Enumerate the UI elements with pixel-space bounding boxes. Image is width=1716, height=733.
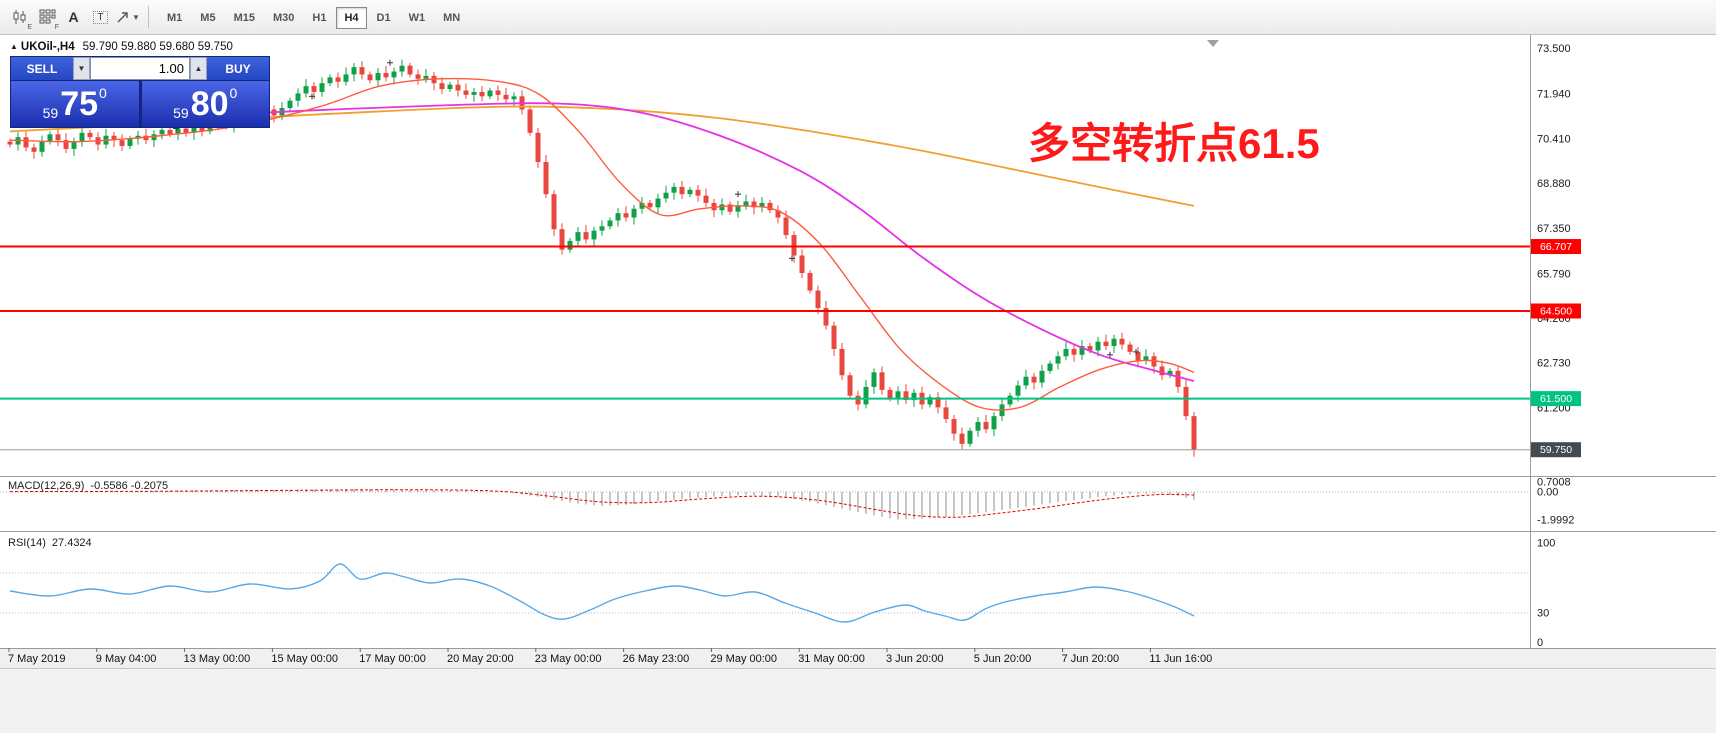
svg-text:3 Jun 20:00: 3 Jun 20:00 (886, 653, 944, 665)
sell-price-button[interactable]: 59 75 0 (11, 81, 139, 127)
buy-price-point: 0 (229, 85, 238, 101)
text-label-icon[interactable]: A (68, 9, 79, 25)
one-click-trading-panel: SELL ▼ ▲ BUY 59 75 0 59 80 0 (10, 56, 270, 128)
icon-subscript-f: F (54, 23, 59, 31)
svg-text:0.00: 0.00 (1537, 487, 1558, 499)
rsi-value: 27.4324 (51, 537, 92, 549)
axes-layer[interactable]: 73.50071.94070.41068.88067.35065.79064.2… (0, 35, 1716, 669)
svg-text:17 May 00:00: 17 May 00:00 (359, 653, 426, 665)
svg-text:20 May 20:00: 20 May 20:00 (447, 653, 514, 665)
buy-button[interactable]: BUY (207, 57, 269, 80)
svg-text:66.707: 66.707 (1540, 241, 1572, 253)
svg-text:11 Jun 16:00: 11 Jun 16:00 (1149, 653, 1212, 665)
chart-annotation: 多空转折点61.5 (1028, 120, 1320, 167)
timeframe-m1[interactable]: M1 (167, 12, 183, 24)
svg-text:65.790: 65.790 (1537, 268, 1571, 280)
timeframe-buttons: M1 M5 M15 M30 H1 H4 D1 W1 MN (158, 7, 469, 29)
horizontal-lines-layer[interactable] (0, 245, 1530, 451)
rsi-label: RSI(14) 27.4324 (8, 537, 92, 549)
timeframe-h1[interactable]: H1 (312, 12, 327, 24)
svg-text:7 Jun 20:00: 7 Jun 20:00 (1062, 653, 1120, 665)
svg-text:26 May 23:00: 26 May 23:00 (623, 653, 690, 665)
buy-price-button[interactable]: 59 80 0 (141, 81, 269, 127)
chart-title: UKOil-,H4 (20, 41, 75, 53)
svg-text:62.730: 62.730 (1537, 358, 1571, 370)
svg-text:5 Jun 20:00: 5 Jun 20:00 (974, 653, 1032, 665)
macd-name: MACD(12,26,9) (8, 480, 85, 492)
candlestick-chart-icon[interactable]: E (6, 5, 33, 31)
svg-text:30: 30 (1537, 608, 1549, 620)
svg-text:71.940: 71.940 (1537, 89, 1571, 101)
svg-text:-1.9992: -1.9992 (1537, 515, 1574, 527)
volume-dropdown-button[interactable]: ▼ (73, 57, 90, 80)
svg-text:61.500: 61.500 (1540, 393, 1572, 405)
dropdown-caret-icon: ▼ (132, 12, 140, 22)
toolbar-separator (148, 6, 149, 28)
sell-price-point: 0 (99, 85, 107, 101)
template-icon[interactable]: T (87, 5, 114, 30)
sell-button[interactable]: SELL (11, 57, 73, 80)
symbol-marker-icon: ▲ (10, 42, 18, 51)
up-arrow-icon: ▲ (194, 64, 203, 73)
trade-markers-layer (173, 40, 1219, 358)
svg-text:29 May 00:00: 29 May 00:00 (710, 653, 777, 665)
buy-price-pips: 80 (190, 85, 229, 123)
svg-text:0: 0 (1537, 637, 1543, 649)
panel-backgrounds (0, 35, 1716, 733)
macd-layer (0, 488, 1530, 520)
svg-text:59.750: 59.750 (1540, 444, 1572, 456)
svg-text:64.500: 64.500 (1540, 305, 1572, 317)
timeframe-m15[interactable]: M15 (233, 12, 255, 24)
timeframe-w1[interactable]: W1 (408, 12, 426, 24)
timeframe-h4[interactable]: H4 (336, 7, 367, 29)
candles-layer (7, 59, 1197, 457)
sell-price-int: 59 (42, 105, 59, 121)
rsi-layer (0, 563, 1530, 623)
icon-subscript-e: E (27, 23, 32, 31)
svg-text:9 May 04:00: 9 May 04:00 (96, 653, 157, 665)
timeframe-mn[interactable]: MN (443, 12, 461, 24)
timeframe-d1[interactable]: D1 (376, 12, 391, 24)
sell-price-pips: 75 (60, 85, 99, 123)
crosshair-cursor-icon[interactable]: ▼ (114, 5, 141, 30)
svg-text:100: 100 (1537, 538, 1555, 550)
chart-header: ▲ UKOil-,H4 59.790 59.880 59.680 59.750 (10, 41, 233, 53)
down-arrow-icon: ▼ (77, 64, 86, 73)
macd-label: MACD(12,26,9) -0.5586 -0.2075 (8, 480, 168, 492)
svg-text:0.7008: 0.7008 (1537, 477, 1571, 489)
svg-text:13 May 00:00: 13 May 00:00 (184, 653, 251, 665)
volume-input[interactable] (90, 57, 190, 80)
rsi-name: RSI(14) (8, 537, 46, 549)
svg-text:68.880: 68.880 (1537, 178, 1571, 190)
svg-text:67.350: 67.350 (1537, 223, 1571, 235)
indicators-grid-icon[interactable]: F (33, 5, 60, 31)
buy-price-int: 59 (173, 105, 189, 121)
volume-up-button[interactable]: ▲ (190, 57, 207, 80)
svg-text:31 May 00:00: 31 May 00:00 (798, 653, 865, 665)
macd-values: -0.5586 -0.2075 (90, 480, 169, 492)
svg-text:15 May 00:00: 15 May 00:00 (271, 653, 338, 665)
timeframe-m30[interactable]: M30 (272, 12, 295, 24)
timeframe-m5[interactable]: M5 (200, 12, 216, 24)
svg-text:73.500: 73.500 (1537, 43, 1571, 55)
svg-text:23 May 00:00: 23 May 00:00 (535, 653, 602, 665)
chart-ohlc-values: 59.790 59.880 59.680 59.750 (82, 41, 233, 53)
toolbar: E F A T ▼ M1 M5 M15 M30 H1 H4 D1 W1 MN (0, 0, 1716, 35)
svg-text:7 May 2019: 7 May 2019 (8, 653, 65, 665)
svg-text:70.410: 70.410 (1537, 133, 1571, 145)
